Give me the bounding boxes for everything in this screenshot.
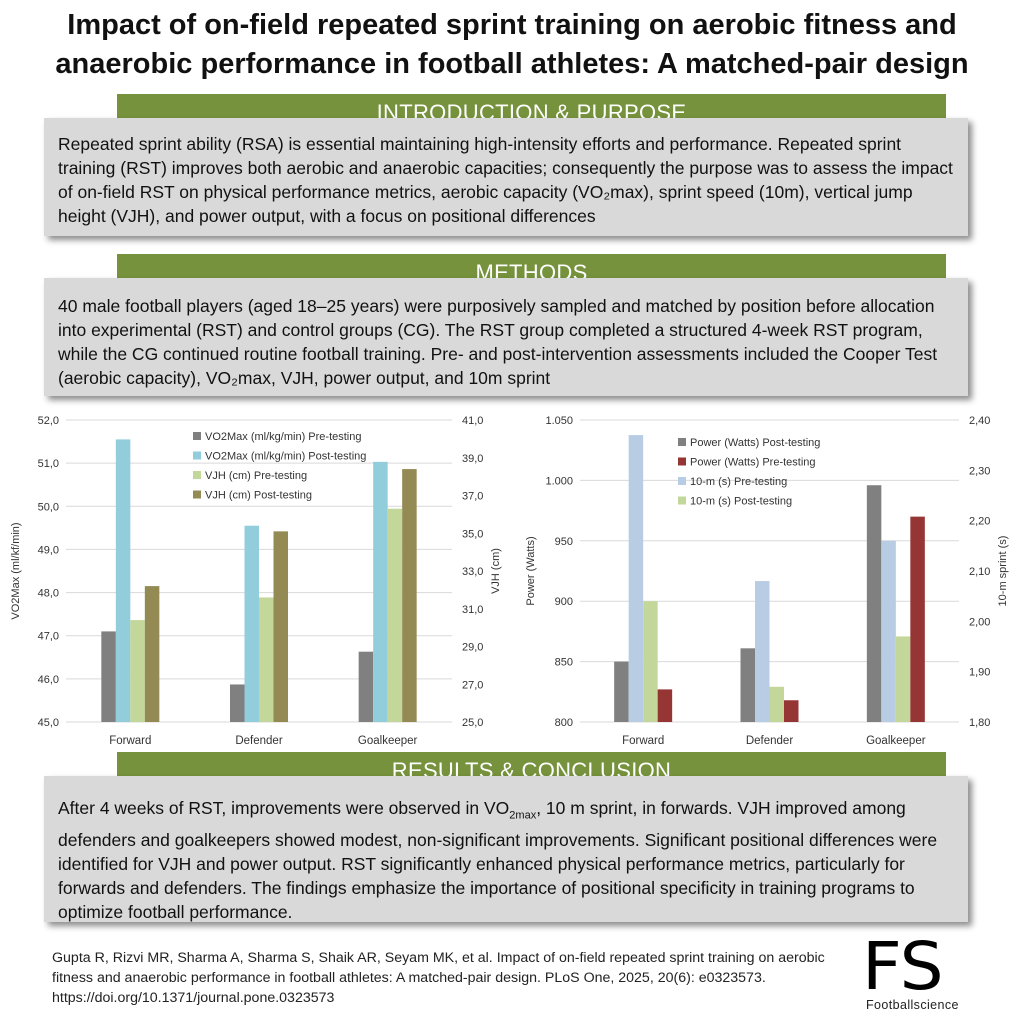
legend-swatch <box>678 457 686 466</box>
results-text-sub: 2max <box>509 809 537 822</box>
intro-text: Repeated sprint ability (RSA) is essenti… <box>44 118 968 236</box>
bar <box>130 620 145 722</box>
footballscience-logo: FS Footballscience <box>862 934 992 1016</box>
bar <box>740 648 755 722</box>
bar <box>115 439 131 722</box>
y-tick-label: 1.050 <box>545 415 573 427</box>
x-tick-label: Forward <box>622 735 664 747</box>
results-text-b: , 10 m sprint, in forwards. VJH improved… <box>58 798 938 922</box>
power-sprint-chart: 800 850 900 950 1.000 1.050 1,80 1,90 2,00 2,10 2,… <box>525 415 1009 747</box>
legend-swatch <box>193 432 201 440</box>
legend-label: Power (Watts) Post-testing <box>690 437 820 449</box>
legend-label: Power (Watts) Pre-testing <box>690 457 816 469</box>
bar <box>910 516 925 722</box>
methods-text: 40 male football players (aged 18–25 yea… <box>44 278 968 396</box>
bar <box>402 469 417 722</box>
y2-tick-label: 35,0 <box>462 528 483 540</box>
legend-swatch <box>678 438 686 446</box>
y2-tick-label: 2,30 <box>969 465 990 477</box>
legend-label: VJH (cm) Post-testing <box>205 490 312 502</box>
legend-swatch <box>193 490 201 499</box>
bar <box>657 689 673 722</box>
y-tick-label: 850 <box>555 657 573 669</box>
x-tick-label: Defender <box>235 735 282 747</box>
y-tick-label: 51,0 <box>38 458 59 470</box>
page-title: Impact of on-field repeated sprint train… <box>55 9 969 80</box>
legend-label: VO2Max (ml/kg/min) Post-testing <box>205 451 366 463</box>
y2-axis-label: VJH (cm) <box>490 548 502 594</box>
y2-tick-label: 1,90 <box>969 667 990 679</box>
results-text-a: After 4 weeks of RST, improvements were … <box>58 798 510 818</box>
y-tick-label: 52,0 <box>38 415 59 427</box>
y2-tick-label: 37,0 <box>462 491 483 503</box>
legend-swatch <box>193 471 201 479</box>
legend-swatch <box>193 451 201 460</box>
bar <box>769 686 784 722</box>
legend-label: VJH (cm) Pre-testing <box>205 470 307 482</box>
y-tick-label: 46,0 <box>38 674 59 686</box>
x-tick-label: Goalkeeper <box>866 735 926 747</box>
legend-swatch <box>678 477 686 485</box>
y2-tick-label: 33,0 <box>462 566 483 578</box>
y-tick-label: 1.000 <box>545 475 573 487</box>
citation: Gupta R, Rizvi MR, Sharma A, Sharma S, S… <box>52 950 825 1006</box>
x-tick-label: Forward <box>109 735 151 747</box>
y2-tick-label: 25,0 <box>462 717 483 729</box>
legend-label: VO2Max (ml/kg/min) Pre-testing <box>205 431 361 443</box>
y-tick-label: 950 <box>555 536 573 548</box>
y2-tick-label: 1,80 <box>969 717 990 729</box>
bar <box>881 540 896 722</box>
logo-mark: FS <box>862 928 944 1005</box>
bar <box>244 525 259 722</box>
y-tick-label: 50,0 <box>38 501 59 513</box>
y-tick-label: 800 <box>555 717 573 729</box>
y-tick-label: 47,0 <box>38 631 59 643</box>
logo-wordmark: Footballscience <box>866 998 959 1012</box>
x-tick-label: Defender <box>746 735 793 747</box>
bar <box>895 636 911 722</box>
y2-tick-label: 2,20 <box>969 516 990 528</box>
y-axis-label: Power (Watts) <box>525 536 537 605</box>
bar <box>144 586 160 722</box>
y2-tick-label: 41,0 <box>462 415 483 427</box>
bar <box>358 651 374 722</box>
y2-tick-label: 39,0 <box>462 453 483 465</box>
bar <box>628 435 644 722</box>
legend-label: 10-m (s) Post-testing <box>690 496 792 508</box>
bar <box>373 461 388 722</box>
bar <box>273 531 288 722</box>
legend-swatch <box>678 496 686 505</box>
y2-tick-label: 29,0 <box>462 642 483 654</box>
y2-tick-label: 2,10 <box>969 566 990 578</box>
bar <box>259 597 274 722</box>
bar <box>614 661 629 722</box>
y2-tick-label: 2,40 <box>969 415 990 427</box>
bar <box>387 508 403 722</box>
bar <box>643 601 658 722</box>
bar <box>101 631 116 722</box>
bar <box>755 581 770 722</box>
x-tick-label: Goalkeeper <box>358 735 418 747</box>
y-tick-label: 45,0 <box>38 717 59 729</box>
y-axis-label: VO2Max (ml/kf/min) <box>10 522 22 619</box>
y2-tick-label: 31,0 <box>462 604 483 616</box>
y-tick-label: 900 <box>555 596 573 608</box>
y-tick-label: 49,0 <box>38 544 59 556</box>
y2-axis-label: 10-m sprint (s) <box>997 536 1009 607</box>
bar <box>230 684 245 722</box>
legend-label: 10-m (s) Pre-testing <box>690 476 787 488</box>
results-text: After 4 weeks of RST, improvements were … <box>44 776 968 922</box>
y2-tick-label: 2,00 <box>969 616 990 628</box>
bar <box>784 700 799 722</box>
y-tick-label: 48,0 <box>38 588 59 600</box>
vo2max-vjh-chart: 45,0 46,0 47,0 48,0 49,0 50,0 51,0 52,0 25,0 27,0… <box>10 415 502 747</box>
bar <box>866 485 882 722</box>
y2-tick-label: 27,0 <box>462 679 483 691</box>
